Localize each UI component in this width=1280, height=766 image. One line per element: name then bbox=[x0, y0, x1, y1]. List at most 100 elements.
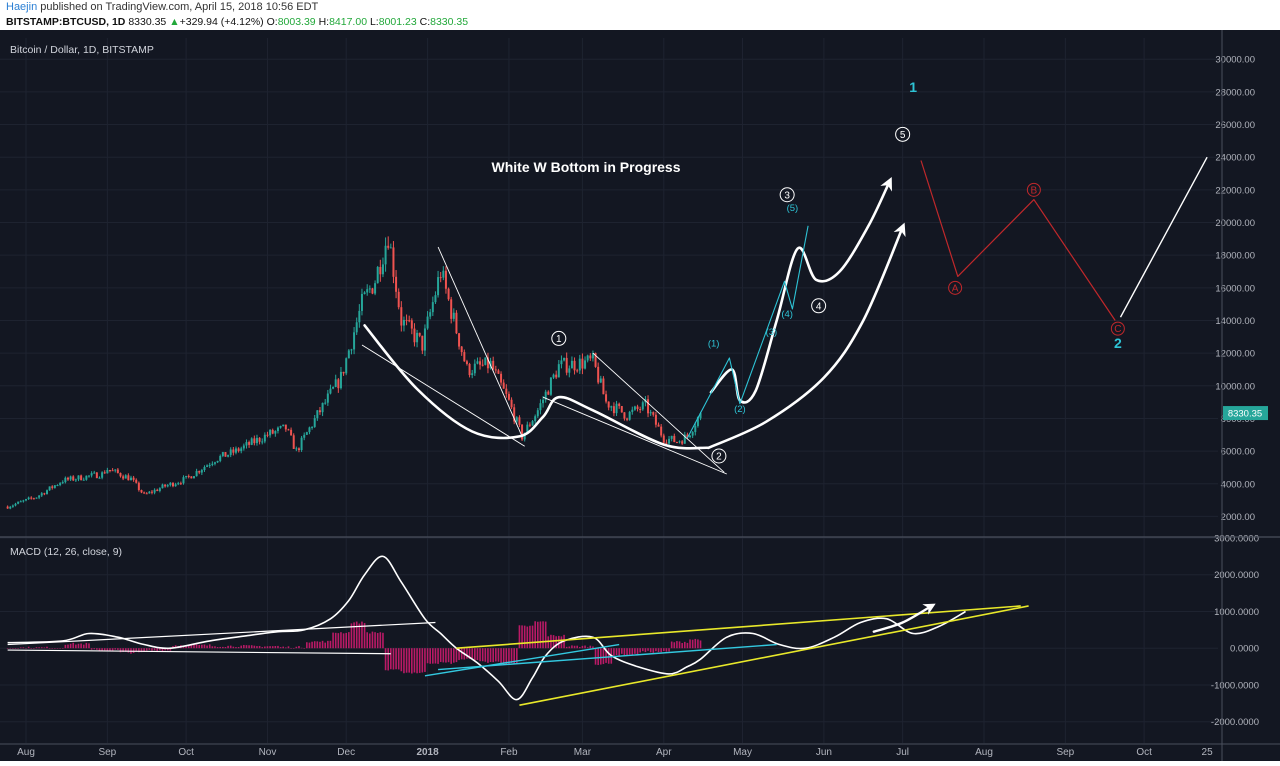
candle-body bbox=[22, 500, 25, 502]
wave-label: 1 bbox=[556, 334, 562, 345]
candle-body bbox=[584, 360, 587, 369]
macd-tick-label: -2000.0000 bbox=[1211, 717, 1259, 728]
candle-body bbox=[284, 424, 287, 430]
wave-label-circle bbox=[779, 187, 795, 203]
macd-histogram-bar bbox=[573, 645, 576, 649]
candle-body bbox=[190, 476, 193, 479]
candle-body bbox=[103, 472, 106, 474]
annotation-labels: 1 2 3 4 5 A B C (1) (2) (3)(4) (5) 1 2 bbox=[551, 79, 1125, 464]
macd-histogram-bar bbox=[145, 648, 148, 651]
macd-histogram-bar bbox=[584, 645, 586, 649]
macd-histogram-bar bbox=[505, 648, 508, 665]
macd-histogram-bar bbox=[534, 621, 536, 649]
macd-histogram-bar bbox=[103, 648, 106, 651]
macd-tick-label: 0.0000 bbox=[1230, 644, 1259, 655]
macd-histogram-bar bbox=[681, 643, 683, 649]
candle-body bbox=[171, 482, 174, 487]
candle-body bbox=[106, 469, 109, 474]
macd-histogram-bar bbox=[256, 646, 258, 649]
macd-histogram-bar bbox=[156, 648, 159, 652]
macd-histogram-bar bbox=[237, 647, 240, 649]
macd-tick-label: -1000.0000 bbox=[1211, 680, 1259, 691]
macd-histogram-bar bbox=[361, 621, 363, 649]
candle-body bbox=[255, 437, 258, 444]
candle-body bbox=[148, 491, 151, 494]
macd-histogram-bar bbox=[285, 647, 287, 649]
candle-body bbox=[185, 475, 188, 478]
macd-histogram-bar bbox=[471, 648, 473, 659]
candle-body bbox=[505, 388, 508, 394]
candle-body bbox=[87, 475, 90, 477]
macd-histogram-bar bbox=[495, 648, 497, 662]
sub-wave-label: (5) bbox=[787, 203, 799, 214]
trendline-resistance-left bbox=[437, 246, 523, 437]
candle-body bbox=[460, 346, 463, 353]
candle-body bbox=[368, 288, 371, 290]
macd-histogram-bar bbox=[90, 648, 93, 650]
annotation-overlay bbox=[7, 156, 1208, 706]
macd-histogram-bar bbox=[662, 648, 665, 651]
candle-body bbox=[686, 434, 689, 437]
macd-histogram-bar bbox=[634, 648, 636, 654]
macd-histogram-bar bbox=[395, 648, 397, 670]
sub-wave-path bbox=[686, 225, 809, 439]
candle-body bbox=[59, 483, 62, 486]
x-tick-label: Feb bbox=[500, 747, 518, 758]
macd-histogram-bar bbox=[153, 648, 156, 651]
x-tick-label: Mar bbox=[574, 747, 592, 758]
macd-histogram-bar bbox=[411, 648, 413, 674]
candle-body bbox=[602, 378, 605, 395]
w-bottom-curve bbox=[363, 324, 710, 450]
macd-histogram-bar bbox=[143, 648, 145, 652]
macd-histogram-bar bbox=[132, 648, 135, 653]
candle-body bbox=[636, 406, 639, 409]
candle-body bbox=[161, 484, 164, 489]
macd-histogram-bar bbox=[602, 648, 605, 665]
macd-histogram-bar bbox=[206, 645, 208, 649]
macd-histogram-bar bbox=[429, 648, 431, 664]
candle-body bbox=[253, 438, 256, 444]
candle-body bbox=[426, 316, 429, 329]
candle-body bbox=[560, 360, 563, 365]
candle-body bbox=[452, 312, 455, 319]
macd-histogram-bar bbox=[261, 647, 264, 649]
candle-body bbox=[321, 402, 324, 413]
macd-histogram-bar bbox=[358, 623, 361, 649]
macd-histogram-bar bbox=[109, 648, 111, 651]
axes: Aug Sep Oct Nov Dec 2018 Feb Mar Apr May Jun Jul Aug… bbox=[0, 30, 1280, 761]
candle-body bbox=[668, 438, 671, 444]
macd-histogram-bar bbox=[151, 648, 153, 651]
macd-histogram-bar bbox=[269, 646, 271, 649]
candle-body bbox=[347, 350, 350, 359]
macd-histogram-bar bbox=[187, 644, 190, 649]
candle-body bbox=[476, 361, 479, 364]
macd-histogram-bar bbox=[641, 648, 644, 652]
candle-body bbox=[318, 410, 321, 413]
candle-body bbox=[200, 470, 203, 473]
candle-body bbox=[234, 448, 237, 453]
macd-histogram-bar bbox=[400, 648, 403, 672]
candle-body bbox=[494, 369, 497, 371]
last-price-label: 8330.35 bbox=[1228, 409, 1262, 420]
candle-body bbox=[544, 391, 547, 400]
candle-body bbox=[681, 441, 684, 444]
candle-body bbox=[116, 469, 119, 473]
author-link[interactable]: Haejin bbox=[6, 1, 38, 13]
candle-body bbox=[137, 482, 140, 491]
macd-histogram-bar bbox=[521, 625, 523, 649]
macd-histogram-bar bbox=[72, 642, 75, 649]
open-label: O: bbox=[266, 16, 278, 28]
candle-body bbox=[374, 283, 377, 294]
candle-body bbox=[216, 460, 219, 463]
macd-histogram-bar bbox=[306, 642, 308, 649]
chart-area[interactable]: 1 2 3 4 5 A B C (1) (2) (3) (4) (5) 1 2 Aug Sep Oct Nov De… bbox=[0, 30, 1280, 761]
macd-histogram-bar bbox=[279, 647, 282, 649]
macd-histogram-bar bbox=[513, 648, 515, 664]
chart-svg[interactable]: 1 2 3 4 5 A B C (1) (2) (3)(4) (5) 1 2 Aug Sep Oct Nov De… bbox=[0, 30, 1280, 761]
candle-body bbox=[292, 435, 295, 449]
candle-body bbox=[699, 413, 702, 419]
candle-body bbox=[481, 364, 484, 366]
candle-body bbox=[605, 394, 608, 402]
macd-histogram-bar bbox=[159, 648, 161, 651]
candle-body bbox=[48, 486, 51, 491]
